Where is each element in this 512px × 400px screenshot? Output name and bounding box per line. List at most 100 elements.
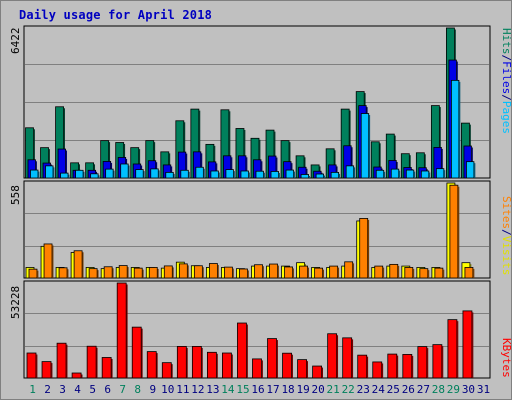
kbytes-bar [327, 333, 338, 379]
sites-bar [374, 265, 384, 279]
day-label: 19 [296, 383, 309, 396]
day-label: 9 [149, 383, 156, 396]
pages-bar [30, 169, 39, 179]
pages-bar [420, 170, 430, 179]
kbytes-bar [417, 346, 428, 379]
day-label: 1 [29, 383, 36, 396]
kbytes-bar [462, 310, 473, 379]
pages-bar [315, 173, 325, 179]
day-label: 16 [251, 383, 264, 396]
sites-bar [329, 265, 339, 279]
kbytes-bar [237, 322, 247, 379]
pages-bar [435, 168, 445, 179]
legend-separator: / [500, 55, 512, 62]
sites-bar [464, 267, 474, 279]
kbytes-bar [26, 352, 37, 379]
day-label: 27 [417, 383, 430, 396]
pages-bar [451, 79, 460, 179]
day-label: 8 [134, 383, 141, 396]
kbytes-bar [116, 282, 127, 379]
pages-bar [150, 168, 159, 179]
kbytes-bar [372, 361, 383, 379]
kbytes-bar [282, 352, 292, 379]
kbytes-bar [267, 338, 277, 379]
pages-bar [360, 113, 370, 179]
sites-bar [88, 268, 98, 279]
y-max-label-visits: 558 [9, 185, 22, 205]
legend-pages: Pages [500, 101, 512, 134]
chart-title: Daily usage for April 2018 [19, 8, 213, 22]
kbytes-bar [297, 359, 307, 379]
sites-bar [239, 268, 248, 279]
day-label: 21 [327, 383, 340, 396]
kbytes-bar [71, 372, 82, 379]
day-label: 20 [312, 383, 325, 396]
legend-sites-visits: Sites/Visits [500, 196, 512, 276]
pages-bar [210, 170, 219, 179]
pages-bar [105, 168, 114, 179]
kbytes-bar [357, 354, 368, 379]
pages-bar [285, 169, 294, 179]
pages-bar [120, 163, 129, 179]
pages-bar [345, 165, 355, 179]
kbytes-bar [86, 345, 97, 379]
sites-bar [178, 263, 188, 279]
pages-bar [225, 169, 234, 179]
kbytes-bar [432, 344, 443, 379]
y-max-label-hits: 6422 [9, 28, 22, 55]
day-label: 12 [191, 383, 204, 396]
kbytes-bar [161, 362, 172, 379]
day-label: 22 [342, 383, 355, 396]
day-label: 28 [432, 383, 445, 396]
day-label: 6 [104, 383, 111, 396]
legend-kbytes: KBytes [500, 338, 512, 378]
sites-bar [163, 265, 173, 279]
day-label: 4 [74, 383, 81, 396]
legend-visits: Visits [500, 236, 512, 276]
kbytes-bar [56, 342, 67, 379]
sites-bar [58, 267, 68, 279]
sites-bar [434, 267, 444, 279]
legend-separator: / [500, 94, 512, 101]
day-label: 3 [59, 383, 66, 396]
day-label: 25 [387, 383, 400, 396]
legend-hits-files-pages: Hits/Files/Pages [500, 28, 512, 134]
sites-bar [133, 267, 143, 279]
kbytes-bar [222, 352, 232, 379]
day-label: 17 [266, 383, 279, 396]
day-label: 2 [44, 383, 51, 396]
sites-bar [344, 261, 354, 279]
sites-bar [359, 218, 369, 279]
day-label: 26 [402, 383, 415, 396]
legend-kbytes: KBytes [500, 338, 512, 378]
day-label: 29 [447, 383, 460, 396]
y-max-label-kbytes: 53228 [9, 286, 22, 319]
pages-bar [45, 165, 54, 179]
pages-bar [255, 170, 264, 179]
day-label: 30 [462, 383, 475, 396]
kbytes-bar [41, 361, 52, 379]
sites-bar [254, 264, 263, 279]
sites-bar [404, 267, 414, 279]
pages-bar [75, 169, 84, 179]
sites-bar [208, 263, 218, 279]
sites-bar [193, 265, 203, 279]
legend-sites: Sites [500, 196, 512, 229]
day-label: 14 [221, 383, 235, 396]
sites-bar [43, 243, 53, 279]
day-label: 15 [236, 383, 249, 396]
kbytes-bar [312, 365, 323, 379]
day-label: 10 [161, 383, 174, 396]
sites-bar [28, 268, 38, 279]
sites-bar [224, 266, 233, 279]
pages-bar [195, 166, 204, 179]
day-label: 7 [119, 383, 126, 396]
kbytes-bar [252, 358, 262, 379]
kbytes-bar [447, 319, 458, 379]
kbytes-bar [176, 346, 187, 379]
legend-files: Files [500, 61, 512, 94]
pages-bar [270, 171, 279, 179]
sites-bar [118, 265, 128, 279]
pages-bar [90, 173, 99, 179]
